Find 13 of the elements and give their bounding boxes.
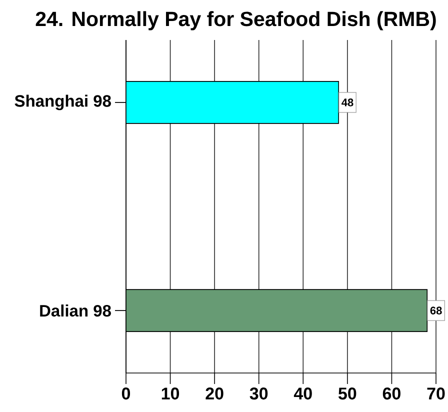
data-label: 48 [342, 98, 354, 106]
x-tick-label: 40 [294, 388, 312, 400]
x-tick-label: 70 [427, 388, 445, 400]
y-tick-label: Shanghai 98 [14, 94, 111, 110]
x-tick-label: 20 [206, 388, 224, 400]
x-tick-label: 10 [162, 388, 180, 400]
x-tick-label: 60 [382, 388, 400, 400]
data-label: 68 [430, 306, 442, 314]
x-tick-label: 0 [122, 388, 130, 400]
y-tick-label: Dalian 98 [40, 304, 111, 317]
x-tick-label: 50 [338, 388, 356, 400]
chart-title: 24. Normally Pay for Seafood Dish (RMB) [36, 11, 436, 30]
x-tick-label: 30 [250, 388, 268, 400]
